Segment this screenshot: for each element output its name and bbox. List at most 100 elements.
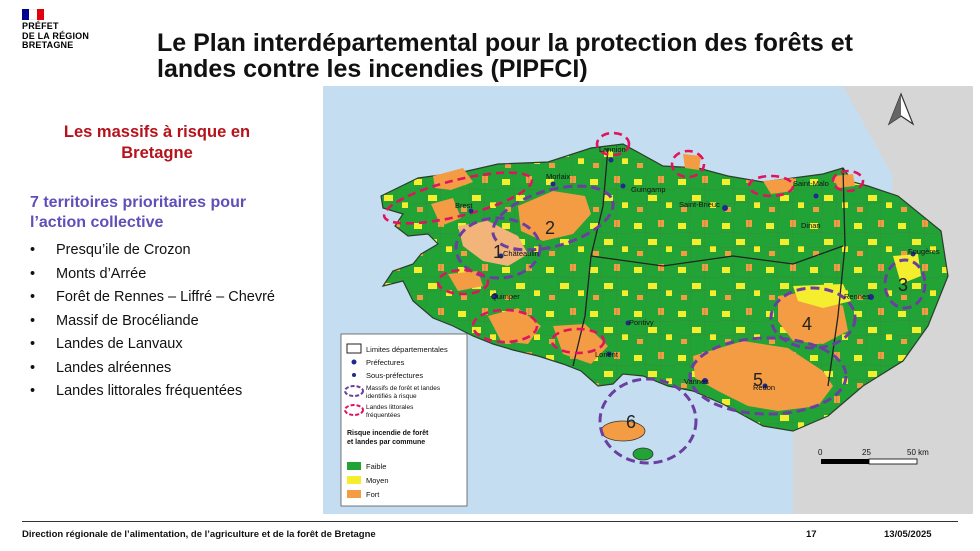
town-label-guingamp: Guingamp — [631, 185, 666, 194]
territories-heading: 7 territoires prioritaires pour l’action… — [30, 193, 310, 233]
legend-fort: Fort — [366, 490, 380, 499]
sous-prefecture-dot — [620, 183, 626, 189]
town-label-fougeres: Fougères — [908, 247, 940, 256]
risk-zone-fort — [488, 308, 541, 344]
massif-number-2: 2 — [545, 218, 555, 238]
list-item-label: Landes littorales fréquentées — [56, 383, 243, 399]
list-item: • Landes littorales fréquentées — [30, 380, 320, 404]
sous-prefecture-dot — [762, 383, 768, 389]
list-item-label: Forêt de Rennes – Liffré – Chevré — [56, 289, 275, 305]
sous-prefecture-dot — [468, 208, 474, 214]
littoral-outline — [436, 268, 490, 296]
risk-zone-fort — [458, 221, 528, 266]
risk-zone-fort — [833, 174, 855, 188]
risk-zone-moyen — [793, 284, 851, 308]
sous-prefecture-dot — [550, 181, 556, 187]
massifs-heading-line-1: Les massifs à risque en — [63, 123, 251, 141]
bullet-icon: • — [30, 336, 36, 352]
risk-zone-fort — [553, 324, 608, 364]
town-label-lannion: Lannion — [599, 145, 626, 154]
massif-outline-6 — [598, 377, 698, 465]
logo-line-1: PRÉFET — [22, 21, 59, 31]
massif-number-6: 6 — [626, 412, 636, 432]
footer-divider — [22, 521, 958, 522]
slide-title-line-1: Le Plan interdépartemental pour la prote… — [157, 29, 853, 57]
logo-line-2: DE LA RÉGION — [22, 30, 90, 41]
town-label-brest: Brest — [455, 201, 473, 210]
list-item: • Monts d’Arrée — [30, 263, 320, 287]
list-item-label: Monts d’Arrée — [56, 265, 147, 282]
list-item-label: Massif de Brocéliande — [56, 312, 199, 329]
map-legend: Limites départementales Préfectures Sous… — [340, 333, 468, 507]
massifs-heading-line-2: Bretagne — [121, 144, 193, 162]
risk-zone-fort — [693, 341, 833, 411]
town-label-chateaulin: Châteaulin — [503, 249, 539, 258]
french-flag-icon — [22, 9, 44, 20]
bullet-icon: • — [30, 289, 36, 305]
legend-risk-title-line-1: Risque incendie de forêt — [347, 430, 429, 437]
massif-outline-1 — [454, 216, 542, 280]
scale-bar: 0 25 50 km — [818, 448, 929, 465]
massif-outline-3 — [883, 258, 927, 310]
risk-zone-fort — [448, 271, 483, 291]
prefecture-dot — [702, 378, 708, 384]
sous-prefecture-dot — [625, 320, 631, 326]
list-item: • Forêt de Rennes – Liffré – Chevré — [30, 286, 320, 310]
town-label-lorient: Lorient — [595, 350, 619, 359]
sous-prefecture-dot — [813, 193, 819, 199]
footer-organisation: Direction régionale de l’alimentation, d… — [22, 529, 376, 540]
island — [632, 447, 654, 461]
sous-prefecture-dot — [608, 157, 614, 163]
logo-line-3: BRETAGNE — [22, 40, 74, 50]
massif-outline-5 — [688, 336, 848, 416]
bullet-icon: • — [30, 265, 36, 282]
prefecture-dot — [492, 293, 498, 299]
legend-sous-prefectures: Sous-préfectures — [366, 371, 423, 380]
massif-number-1: 1 — [493, 242, 503, 262]
sous-prefecture-dot — [606, 351, 612, 357]
list-item-label: Landes alréennes — [56, 359, 172, 376]
sous-prefecture-dot — [498, 253, 504, 259]
list-item-label: Landes de Lanvaux — [56, 336, 183, 352]
massif-number-3: 3 — [898, 275, 908, 295]
bullet-icon: • — [30, 242, 36, 258]
legend-moyen: Moyen — [366, 476, 389, 485]
risk-zone-fort — [763, 178, 793, 194]
list-item: • Landes de Lanvaux — [30, 333, 320, 357]
list-item: • Landes alréennes — [30, 357, 320, 381]
bullet-icon: • — [30, 383, 36, 399]
town-label-saint-malo: Saint-Malo — [793, 179, 829, 188]
list-item: • Massif de Brocéliande — [30, 310, 320, 334]
town-label-quimper: Quimper — [491, 292, 520, 301]
risk-zone-fort — [683, 154, 701, 170]
massif-number-5: 5 — [753, 370, 763, 390]
legend-prefectures: Préfectures — [366, 358, 405, 367]
legend-littorales-line-1: Landes littorales — [366, 404, 414, 411]
bullet-icon: • — [30, 359, 36, 376]
legend-faible: Faible — [366, 462, 386, 471]
legend-limits: Limites départementales — [366, 345, 448, 354]
risk-zone-fort — [518, 191, 591, 241]
legend-littorales-line-2: fréquentées — [366, 412, 401, 419]
list-item-label: Presqu’ile de Crozon — [56, 242, 191, 258]
legend-massifs-line-2: identifiés à risque — [366, 393, 417, 400]
littoral-outline — [670, 149, 706, 179]
bullet-icon: • — [30, 312, 36, 329]
massif-outline-4 — [769, 286, 857, 350]
town-label-pontivy: Pontivy — [629, 318, 654, 327]
brittany-risk-map: Lannion Morlaix Guingamp Saint-Brieuc Sa… — [323, 86, 973, 514]
departmental-limit — [590, 245, 844, 267]
territories-heading-line-2: l’action collective — [30, 214, 164, 231]
legend-massifs-line-1: Massifs de forêt et landes — [366, 385, 441, 392]
littoral-outline — [550, 327, 606, 355]
town-label-redon: Redon — [753, 383, 775, 392]
prefecture-dot — [868, 294, 874, 300]
slide-title: Le Plan interdépartemental pour la prote… — [157, 30, 957, 82]
littoral-outline — [595, 131, 631, 157]
risk-zone-fort — [433, 168, 473, 190]
scale-label-0: 0 — [818, 448, 823, 457]
legend-risk-title-line-2: et landes par commune — [347, 439, 425, 446]
massifs-heading: Les massifs à risque en Bretagne — [12, 122, 302, 164]
sous-prefecture-dot — [910, 251, 916, 257]
footer-page-number: 17 — [806, 529, 817, 540]
